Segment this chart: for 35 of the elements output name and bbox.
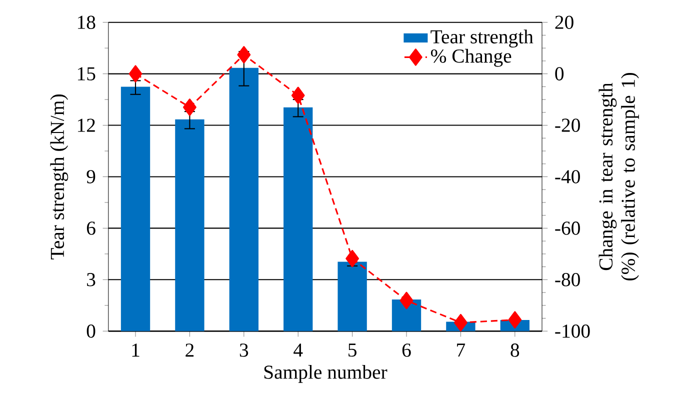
y2-tick-label: -40 xyxy=(555,170,580,184)
y-tick-label: 15 xyxy=(78,67,96,80)
y-axis-title: Tear strength (kN/m) xyxy=(50,94,68,260)
x-tick-label: 7 xyxy=(457,344,466,356)
point xyxy=(454,314,468,332)
point xyxy=(128,65,142,82)
y2-tick-label: 0 xyxy=(555,67,564,80)
x-tick-label: 3 xyxy=(240,344,248,357)
point xyxy=(508,311,522,328)
y-tick-label: 9 xyxy=(86,170,96,184)
y-tick-label: 3 xyxy=(87,273,96,286)
y2-tick-label: -100 xyxy=(555,324,590,338)
x-tick-label: 2 xyxy=(186,344,194,357)
y-tick-label: 6 xyxy=(86,222,96,235)
x-tick-label: 6 xyxy=(402,344,411,357)
x-axis-title: Sample number xyxy=(264,365,388,383)
legend-label: Tear strength xyxy=(430,30,534,48)
x-tick-label: 4 xyxy=(294,344,303,357)
point xyxy=(346,250,360,268)
x-tick-label: 8 xyxy=(510,344,520,357)
y2-tick-label: -80 xyxy=(555,273,580,286)
point xyxy=(237,46,251,64)
legend-label: % Change xyxy=(431,48,512,67)
point xyxy=(291,86,305,104)
y2-tick-label: 20 xyxy=(555,16,574,29)
y2-axis-title: Change in tear strength (%) (relative to sample 1) xyxy=(598,73,639,280)
x-tick-label: 1 xyxy=(132,344,140,357)
y2-tick-label: -60 xyxy=(555,222,580,235)
point xyxy=(400,292,414,310)
y-tick-label: 18 xyxy=(78,16,96,29)
y2-tick-label: -20 xyxy=(555,118,580,132)
point xyxy=(183,98,196,116)
y-tick-label: 12 xyxy=(78,118,95,132)
y-tick-label: 0 xyxy=(86,324,96,338)
x-tick-label: 5 xyxy=(348,344,356,357)
